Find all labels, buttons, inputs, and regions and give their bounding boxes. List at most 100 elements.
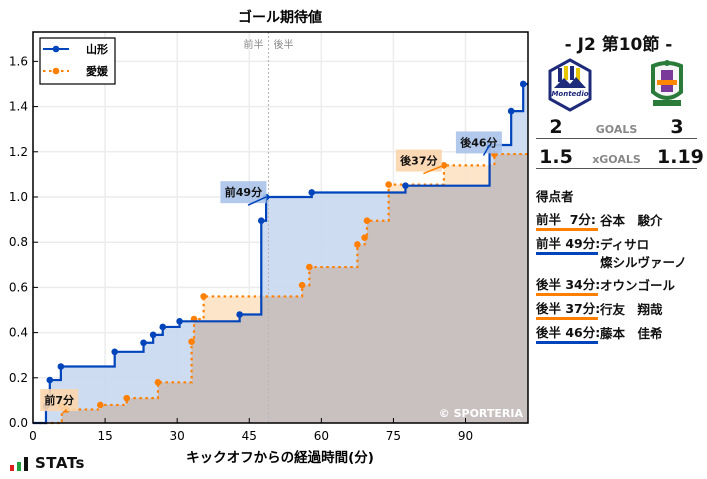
scorers-heading: 得点者 [536,189,574,204]
annotation-box [395,149,442,172]
x-tick-label: 60 [314,429,329,443]
home-goals: 2 [549,116,563,138]
x-axis-label: キックオフからの経過時間(分) [186,449,374,466]
svg-text:Montedio: Montedio [551,90,588,98]
first-half-label: 前半 [243,38,263,51]
y-tick-label: 0.0 [9,416,28,430]
annotation-box [455,131,502,154]
scorer-item: 後半 37分: 行友 翔哉 [536,301,687,320]
montedio-yamagata-crest-icon: Montedio [548,58,592,116]
home-xgoals: 1.5 [539,146,573,168]
away-xgoals: 1.19 [657,146,704,168]
data-point [354,241,361,248]
xgoals-label: xGOALS [592,153,641,166]
scorer-name: 行友 翔哉 [600,302,663,317]
annotation-pointer [247,196,267,206]
data-point [361,234,368,241]
scorer-item: 前半 49分: ディサロ 燦シルヴァーノ [536,236,687,272]
data-point [306,263,313,271]
scorer-time: 前半 7分: [536,212,598,231]
x-tick-label: 30 [170,429,185,443]
data-point [507,107,515,115]
stats-logo: STATs [10,456,85,471]
second-half-label: 後半 [273,38,293,51]
goals-label: GOALS [595,123,638,136]
x-tick-label: 75 [386,429,401,443]
annotation-pointer [423,164,445,175]
data-point [111,348,118,356]
y-tick-label: 0.2 [9,371,28,385]
data-point [140,339,147,347]
y-tick-label: 0.4 [9,326,28,340]
legend-label: 山形 [86,42,108,56]
annotation-label: 前7分 [44,393,74,407]
x-tick-label: 45 [242,429,257,443]
data-point [257,217,265,225]
data-point [149,331,157,339]
scorer-name: オウンゴール [600,278,676,293]
y-tick-label: 1.6 [9,54,28,68]
data-point [57,363,65,370]
scorer-item: 後半 34分: オウンゴール [536,277,687,296]
legend-label: 愛媛 [86,64,109,78]
data-point [123,394,131,402]
overlap-area [33,154,528,423]
series-line [33,152,528,425]
ehime-fc-crest-icon [647,58,687,116]
x-tick-label: 15 [97,429,112,443]
data-point [308,189,316,196]
away-goals: 3 [670,116,684,138]
watermark: © SPORTERIA [439,407,524,420]
data-point [402,182,409,189]
data-point [159,323,167,331]
series-line [33,82,528,425]
annotation-label: 後37分 [400,154,437,168]
stats-logo-bar-icon [10,465,14,471]
y-tick-label: 0.6 [9,280,28,294]
legend-marker-icon [52,45,60,53]
scorer-item: 後半 46分: 藤本 佳希 [536,325,687,344]
data-point [46,376,54,384]
stats-logo-text: STATs [35,454,85,472]
y-tick-label: 1.0 [9,190,28,204]
annotation-box [40,389,79,412]
scorer-name: 谷本 駿介 [600,213,663,228]
data-point [236,311,243,318]
chart-title: ゴール期待値 [238,9,322,26]
y-tick-label: 1.2 [9,145,28,159]
data-point [519,80,527,88]
data-point [176,317,183,325]
y-tick-label: 1.4 [9,100,28,114]
data-point [298,281,306,289]
scorer-name: ディサロ 燦シルヴァーノ [600,237,687,270]
annotation-label: 後46分 [460,135,497,149]
x-tick-label: 90 [458,429,473,443]
scorer-time: 後半 34分: [536,277,600,296]
scorers-list: 得点者 前半 7分: 谷本 駿介 前半 49分: ディサロ 燦シルヴァーノ 後半… [536,186,687,349]
annotation-label: 前49分 [225,185,262,199]
annotation-pointer [62,408,68,414]
x-tick-label: 0 [29,429,37,443]
stats-logo-bar-icon [17,462,21,471]
scorer-time: 後半 46分: [536,325,600,344]
scorer-item: 前半 7分: 谷本 駿介 [536,212,687,231]
data-point [188,338,195,345]
xgoals-row: 1.5 xGOALS 1.19 [536,146,704,169]
data-point [385,181,392,188]
data-point [363,217,371,225]
scorer-time: 後半 37分: [536,301,600,320]
annotation-box [220,181,267,204]
stats-logo-bar-icon [24,457,28,471]
legend-marker-icon [52,67,60,75]
goals-row: 2 GOALS 3 [536,116,697,139]
data-point [200,293,207,300]
data-point [154,379,162,386]
scorer-name: 藤本 佳希 [600,326,663,341]
annotation-pointer [482,144,491,156]
match-title: - J2 第10節 - [564,35,673,55]
data-point [96,401,104,409]
plot-frame [32,31,529,424]
scorer-time: 前半 49分: [536,236,600,255]
